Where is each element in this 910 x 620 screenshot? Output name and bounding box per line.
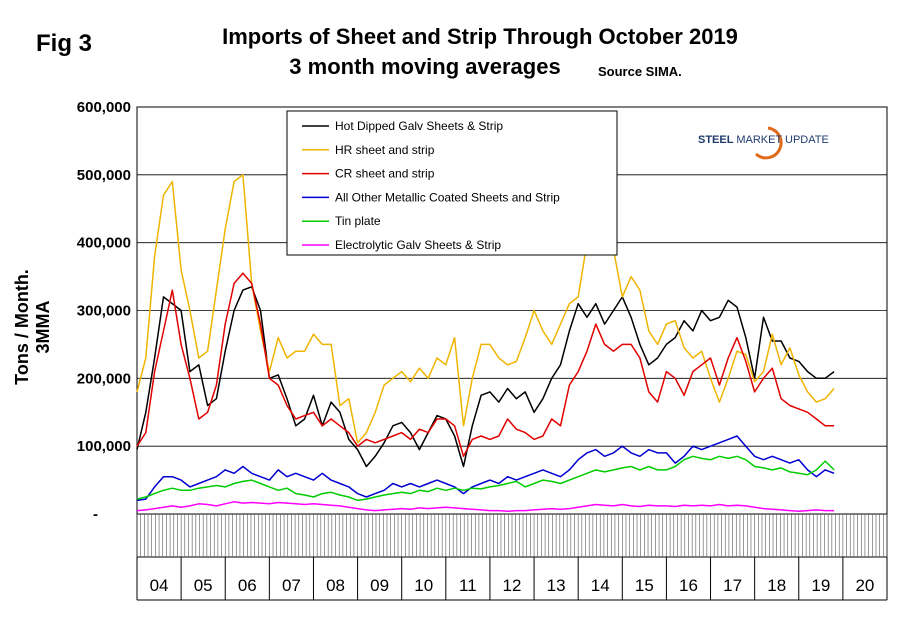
legend-entry: CR sheet and strip [335,167,435,181]
logo-swoosh [754,126,783,160]
title-line-2: 3 month moving averages [289,54,561,79]
legend: Hot Dipped Galv Sheets & Strip HR sheet a… [286,110,618,256]
y-tick-label: 100,000 [77,438,131,455]
x-tick-label: 16 [679,576,698,595]
source-note: Source SIMA. [598,64,682,79]
x-tick-label: 17 [723,576,742,595]
x-tick-label: 05 [194,576,213,595]
x-tick-label: 06 [238,576,257,595]
legend-entry: All Other Metallic Coated Sheets and Str… [335,190,560,204]
legend-entry: Hot Dipped Galv Sheets & Strip [335,119,503,133]
x-tick-label: 08 [326,576,345,595]
y-tick-labels: - 100,000 200,000 300,000 400,000 500,000 600,… [77,99,131,523]
series-line [136,435,835,502]
x-tick-label: 20 [855,576,874,595]
x-tick-label: 12 [503,576,522,595]
y-tick-label: 500,000 [77,167,131,184]
x-tick-label: 19 [811,576,830,595]
legend-box [286,110,618,256]
x-tick-label: 10 [414,576,433,595]
y-tick-label: - [93,506,98,523]
x-tick-label: 18 [767,576,786,595]
y-tick-label: 600,000 [77,99,131,116]
legend-entry: Tin plate [335,214,381,228]
figure-label: Fig 3 [36,30,93,57]
x-tick-label: 07 [282,576,301,595]
x-tick-label: 14 [591,576,610,595]
x-axis: 04 05 06 07 08 09 10 11 12 13 14 15 16 17 18 19 20 [136,514,888,601]
series-line [136,501,835,513]
chart-title: Imports of Sheet and Strip Through Octob… [150,22,810,82]
series-lines [136,174,835,513]
legend-entry: Electrolytic Galv Sheets & Strip [335,238,501,252]
steel-market-update-logo: STEEL MARKET UPDATE [698,126,829,160]
series-line [136,455,835,502]
series-line [136,272,835,458]
x-tick-label: 15 [635,576,654,595]
y-tick-label: 400,000 [77,235,131,252]
x-tick-label: 11 [459,576,477,595]
x-tick-label: 04 [150,576,169,595]
title-line-1: Imports of Sheet and Strip Through Octob… [222,24,738,49]
y-tick-label: 200,000 [77,370,131,387]
y-tick-label: 300,000 [77,303,131,320]
logo-text: STEEL MARKET UPDATE [698,134,829,146]
legend-entry: HR sheet and strip [335,143,435,157]
x-tick-label: 09 [370,576,389,595]
x-tick-label: 13 [547,576,566,595]
